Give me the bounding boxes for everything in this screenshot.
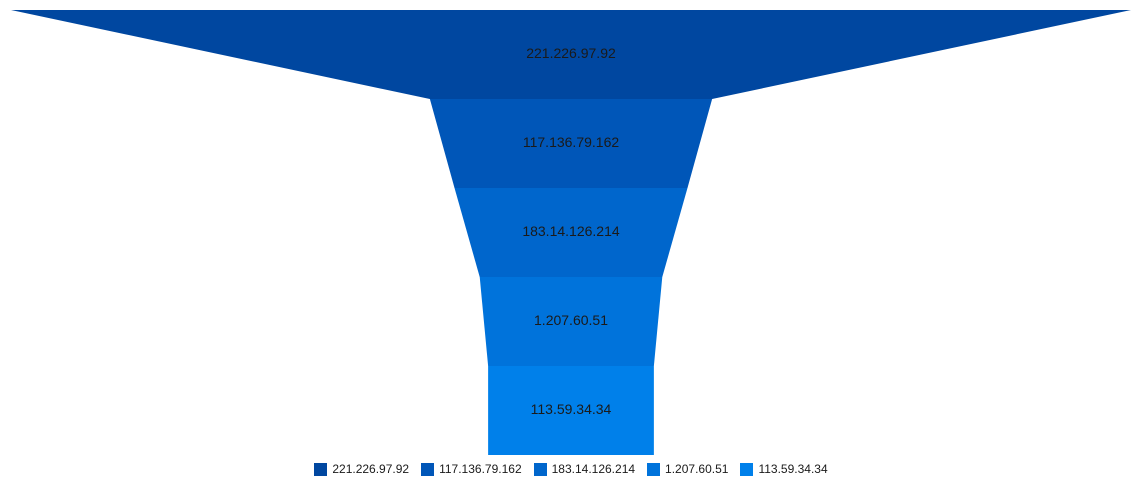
funnel-stage-label: 221.226.97.92 xyxy=(526,45,616,61)
funnel-stage-label: 1.207.60.51 xyxy=(534,312,608,328)
funnel-stage[interactable] xyxy=(11,10,1131,99)
legend-item[interactable]: 117.136.79.162 xyxy=(421,462,522,476)
funnel-stages: 221.226.97.92 117.136.79.162 183.14.126.21… xyxy=(11,10,1131,455)
funnel-stage-label: 183.14.126.214 xyxy=(522,223,620,239)
legend-label: 183.14.126.214 xyxy=(551,462,636,476)
legend-item[interactable]: 1.207.60.51 xyxy=(647,462,728,476)
legend-item[interactable]: 113.59.34.34 xyxy=(740,462,828,476)
legend-swatch xyxy=(421,462,435,476)
legend-label: 1.207.60.51 xyxy=(665,462,729,476)
funnel-stage[interactable] xyxy=(429,99,713,188)
legend-swatch xyxy=(647,462,661,476)
legend-swatch xyxy=(533,462,547,476)
funnel-stage-label: 113.59.34.34 xyxy=(531,401,612,417)
funnel-stage[interactable] xyxy=(488,366,654,455)
funnel-stage[interactable] xyxy=(479,277,663,366)
legend-item[interactable]: 221.226.97.92 xyxy=(314,462,409,476)
legend-swatch xyxy=(314,462,328,476)
legend-item[interactable]: 183.14.126.214 xyxy=(533,462,636,476)
legend-label: 221.226.97.92 xyxy=(332,462,410,476)
legend: 221.226.97.92 117.136.79.162 183.14.126.… xyxy=(0,462,1142,476)
funnel-stage-label: 117.136.79.162 xyxy=(523,134,619,150)
legend-swatch xyxy=(740,462,754,476)
funnel-stage[interactable] xyxy=(454,188,688,277)
legend-label: 117.136.79.162 xyxy=(439,462,522,476)
legend-label: 113.59.34.34 xyxy=(758,462,828,476)
